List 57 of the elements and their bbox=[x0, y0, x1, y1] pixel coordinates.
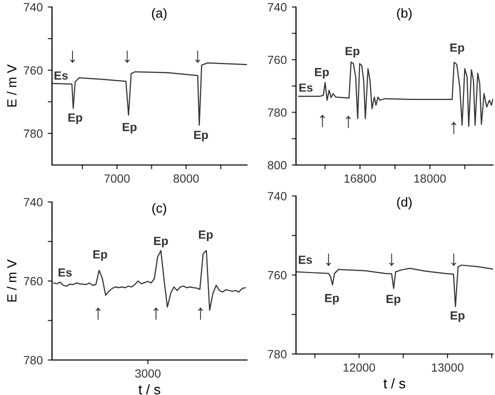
y-tick-label: 760 bbox=[268, 271, 287, 280]
annotation: Ep bbox=[386, 294, 400, 306]
x-axis-title: t / s bbox=[138, 384, 160, 394]
chart-title: (c) bbox=[152, 203, 166, 216]
annotation: ↑ bbox=[320, 114, 325, 128]
x-tick-label: 13000 bbox=[432, 363, 464, 372]
chart-title: (a) bbox=[152, 8, 166, 20]
y-tick-label: 760 bbox=[268, 56, 287, 64]
x-tick-label: 8000 bbox=[174, 174, 199, 183]
y-tick-label: 760 bbox=[24, 66, 43, 75]
y-tick-label: 780 bbox=[24, 129, 43, 138]
annotation: Es bbox=[54, 71, 68, 80]
y-axis-title: E / m V bbox=[6, 64, 17, 107]
x-tick-label: 7000 bbox=[104, 174, 130, 183]
x-tick-label: 3000 bbox=[135, 369, 161, 378]
y-tick-label: 800 bbox=[268, 161, 287, 170]
y-tick-label: 740 bbox=[24, 3, 43, 12]
annotation: ↓ bbox=[124, 50, 130, 63]
annotation: Ep bbox=[154, 236, 168, 248]
annotation: Ep bbox=[194, 130, 208, 142]
annotation: ↓ bbox=[389, 254, 394, 266]
annotation: Ep bbox=[325, 294, 339, 305]
y-axis-title: E / m V bbox=[6, 259, 17, 302]
annotation: Ep bbox=[346, 46, 360, 58]
annotation: ↓ bbox=[195, 50, 200, 63]
y-tick-label: 760 bbox=[24, 277, 43, 286]
annotation: Ep bbox=[198, 230, 213, 242]
annotation: ↑ bbox=[451, 122, 456, 134]
annotation: Ep bbox=[122, 122, 137, 134]
annotation: Ep bbox=[450, 44, 464, 54]
chart-title: (d) bbox=[397, 197, 412, 210]
annotation: ↑ bbox=[154, 307, 158, 320]
y-tick-label: 740 bbox=[24, 198, 43, 206]
y-tick-label: 780 bbox=[268, 350, 287, 358]
annotation: Ep bbox=[450, 311, 465, 322]
y-tick-label: 780 bbox=[268, 108, 287, 117]
annotation: ↑ bbox=[346, 116, 351, 128]
annotation: Ep bbox=[93, 250, 108, 261]
y-tick-label: 780 bbox=[24, 356, 43, 364]
annotation: Es bbox=[298, 256, 312, 264]
annotation: Ep bbox=[68, 113, 82, 124]
y-tick-label: 740 bbox=[268, 3, 287, 12]
x-tick-label: 16800 bbox=[344, 174, 376, 183]
annotation: Es bbox=[299, 84, 313, 92]
annotation: Ep bbox=[315, 68, 329, 79]
annotation: ↑ bbox=[96, 307, 101, 320]
annotation: Es bbox=[58, 268, 72, 277]
x-axis-title: t / s bbox=[384, 378, 406, 388]
chart-title: (b) bbox=[397, 8, 412, 20]
line-series bbox=[296, 264, 493, 308]
annotation: ↓ bbox=[451, 254, 456, 266]
annotation: ↓ bbox=[70, 50, 75, 63]
annotation: ↓ bbox=[326, 254, 331, 266]
y-tick-label: 740 bbox=[268, 192, 287, 200]
x-tick-label: 18000 bbox=[414, 174, 446, 183]
x-tick-label: 12000 bbox=[344, 363, 376, 372]
annotation: ↑ bbox=[198, 307, 203, 320]
